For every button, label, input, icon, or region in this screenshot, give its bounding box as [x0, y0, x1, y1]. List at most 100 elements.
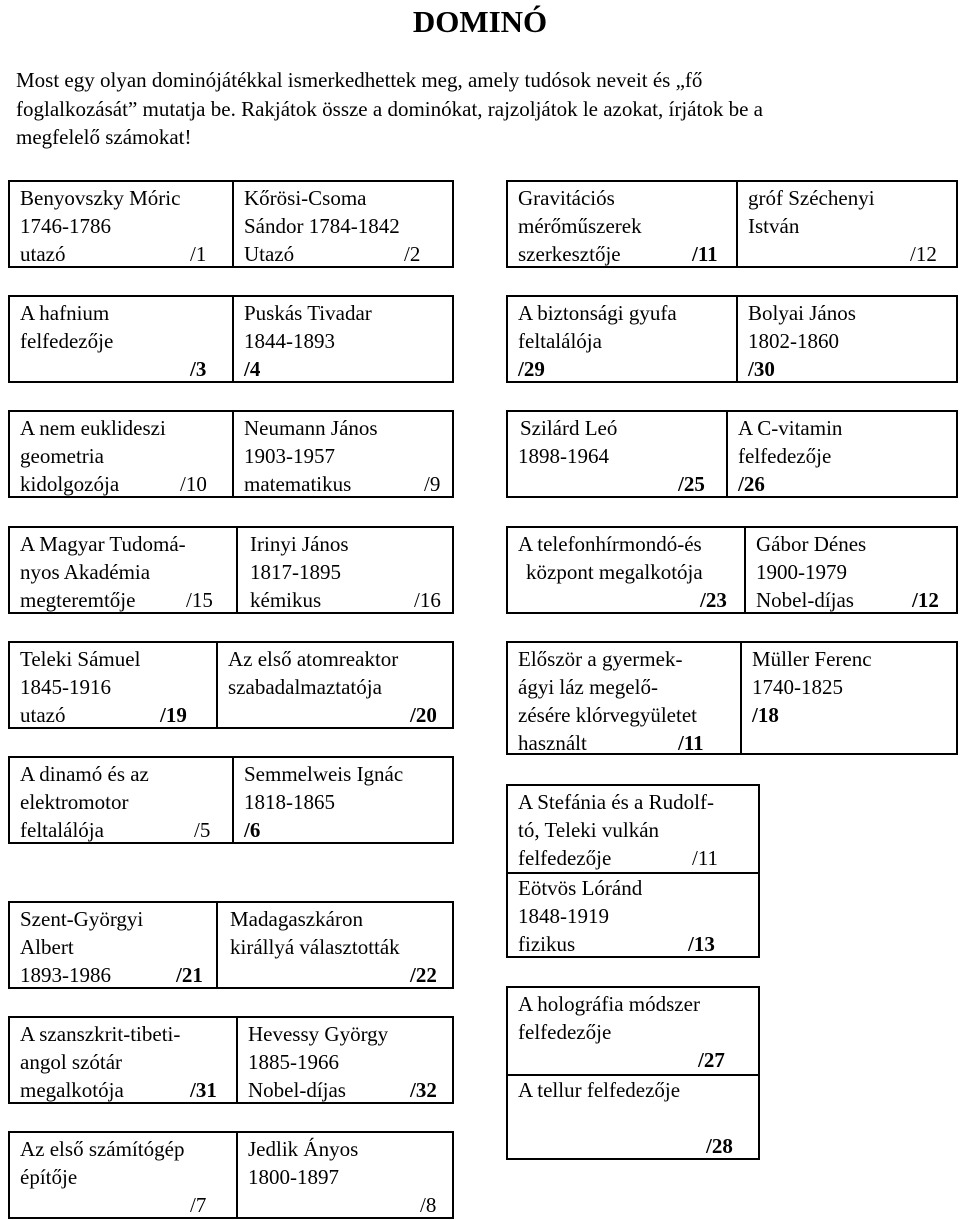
domino-text: Semmelweis Ignác: [244, 762, 404, 786]
domino-card: Teleki Sámuel 1845-1916 utazó /19 Az els…: [8, 641, 454, 729]
domino-text: 1903-1957: [244, 444, 335, 468]
domino-right-half: Eötvös Lóránd 1848-1919 fizikus /13: [508, 786, 758, 956]
domino-divider: [236, 1133, 238, 1217]
domino-text: mérőműszerek: [518, 214, 642, 238]
domino-text: Jedlik Ányos: [248, 1137, 359, 1161]
domino-card: Szilárd Leó 1898-1964 /25 A C-vitamin fe…: [506, 410, 958, 498]
domino-number: /12: [912, 588, 939, 612]
domino-divider: [236, 1018, 238, 1102]
domino-number: /7: [190, 1193, 207, 1217]
domino-text: A biztonsági gyufa: [518, 301, 677, 325]
domino-text: kémikus: [250, 588, 322, 612]
domino-right-half: A tellur felfedezője /28: [508, 988, 758, 1158]
domino-text: 1740-1825: [752, 675, 843, 699]
domino-text: Kőrösi-Csoma: [244, 186, 367, 210]
domino-right-half: Puskás Tivadar 1844-1893 /4: [234, 297, 454, 381]
domino-text: Utazó: [244, 242, 295, 266]
intro-line: megfelelő számokat!: [16, 125, 192, 149]
domino-text: fizikus: [518, 932, 576, 956]
domino-text: A telefonhírmondó-és: [518, 532, 702, 556]
domino-right-half: Semmelweis Ignác 1818-1865 /6: [234, 758, 454, 842]
domino-text: Müller Ferenc: [752, 647, 872, 671]
domino-card: A holográfia módszer felfedezője /27 A t…: [506, 986, 760, 1160]
domino-text: 1898-1964: [518, 444, 609, 468]
domino-text: Nobel-díjas: [248, 1078, 346, 1102]
domino-number: /4: [244, 357, 261, 381]
domino-card: A biztonsági gyufa feltalálója /29 Bolya…: [506, 295, 958, 383]
domino-divider: [726, 412, 728, 496]
domino-text: 1900-1979: [756, 560, 847, 584]
domino-number: /11: [692, 846, 719, 870]
domino-divider: [744, 528, 746, 612]
domino-text: A dinamó és az: [20, 762, 149, 786]
domino-right-half: Bolyai János 1802-1860 /30: [738, 297, 958, 381]
domino-text: Hevessy György: [248, 1022, 389, 1046]
domino-left-half: A Stefánia és a Rudolf- tó, Teleki vulká…: [508, 786, 758, 956]
domino-card: Gravitációs mérőműszerek szerkesztője /1…: [506, 180, 958, 268]
domino-number: /26: [738, 472, 765, 496]
domino-left-half: A nem euklideszi geometria kidolgozója /…: [10, 412, 232, 496]
domino-text: A Magyar Tudomá-: [20, 532, 186, 556]
domino-text: zésére klórvegyületet: [518, 703, 697, 727]
domino-card: Először a gyermek- ágyi láz megelő- zésé…: [506, 641, 958, 755]
domino-text: felfedezője: [20, 329, 114, 353]
domino-number: /2: [404, 242, 421, 266]
domino-text: szabadalmaztatója: [228, 675, 382, 699]
domino-text: Puskás Tivadar: [244, 301, 372, 325]
domino-number: /11: [692, 242, 718, 266]
domino-number: /27: [698, 1048, 725, 1072]
intro-line: Most egy olyan dominójátékkal ismerkedhe…: [16, 68, 703, 92]
domino-left-half: Az első számítógép építője /7: [10, 1133, 236, 1217]
domino-text: Teleki Sámuel: [20, 647, 141, 671]
domino-text: A hafnium: [20, 301, 110, 325]
domino-text: nyos Akadémia: [20, 560, 151, 584]
domino-right-half: Madagaszkáron királlyá választották /22: [218, 903, 454, 987]
domino-divider: [216, 903, 218, 987]
domino-text: 1848-1919: [518, 904, 609, 928]
domino-right-half: Neumann János 1903-1957 matematikus /9: [234, 412, 454, 496]
domino-text: felfedezője: [738, 444, 832, 468]
domino-left-half: Benyovszky Móric 1746-1786 utazó /1: [10, 182, 232, 266]
domino-left-half: Szent-Györgyi Albert 1893-1986 /21: [10, 903, 216, 987]
domino-card: A telefonhírmondó-és központ megalkotója…: [506, 526, 958, 614]
domino-right-half: A C-vitamin felfedezője /26: [728, 412, 958, 496]
domino-number: /19: [160, 703, 187, 727]
domino-number: /8: [420, 1193, 437, 1217]
domino-number: /16: [414, 588, 441, 612]
domino-left-half: A telefonhírmondó-és központ megalkotója…: [508, 528, 744, 612]
domino-text: Az első számítógép: [20, 1137, 185, 1161]
domino-text: angol szótár: [20, 1050, 123, 1074]
page-title: DOMINÓ: [412, 4, 548, 39]
domino-text: 1885-1966: [248, 1050, 339, 1074]
domino-divider: [232, 297, 234, 381]
domino-right-half: Gábor Dénes 1900-1979 Nobel-díjas /12: [746, 528, 958, 612]
domino-number: /30: [748, 357, 775, 381]
domino-divider: [508, 1074, 758, 1076]
domino-divider: [740, 643, 742, 753]
domino-text: Madagaszkáron: [230, 907, 363, 931]
domino-number: /15: [186, 588, 213, 612]
domino-text: elektromotor: [20, 790, 129, 814]
domino-text: szerkesztője: [518, 242, 621, 266]
domino-left-half: A szanszkrit-tibeti- angol szótár megalk…: [10, 1018, 236, 1102]
domino-left-half: A dinamó és az elektromotor feltalálója …: [10, 758, 232, 842]
domino-text: Sándor 1784-1842: [244, 214, 400, 238]
domino-text: utazó: [20, 703, 66, 727]
domino-card: A nem euklideszi geometria kidolgozója /…: [8, 410, 454, 498]
domino-right-half: Jedlik Ányos 1800-1897 /8: [238, 1133, 454, 1217]
domino-text: A szanszkrit-tibeti-: [20, 1022, 181, 1046]
domino-text: Szent-Györgyi: [20, 907, 144, 931]
domino-card: A dinamó és az elektromotor feltalálója …: [8, 756, 454, 844]
domino-text: kidolgozója: [20, 472, 120, 496]
domino-number: /13: [688, 932, 715, 956]
domino-text: Először a gyermek-: [518, 647, 683, 671]
domino-number: /25: [678, 472, 705, 496]
domino-text: felfedezője: [518, 846, 612, 870]
domino-text: Irinyi János: [250, 532, 349, 556]
domino-left-half: Először a gyermek- ágyi láz megelő- zésé…: [508, 643, 740, 755]
domino-left-half: Teleki Sámuel 1845-1916 utazó /19: [10, 643, 216, 727]
domino-left-half: A hafnium felfedezője /3: [10, 297, 232, 381]
domino-text: István: [748, 214, 800, 238]
domino-right-half: Kőrösi-Csoma Sándor 1784-1842 Utazó /2: [234, 182, 454, 266]
domino-card: Az első számítógép építője /7 Jedlik Ány…: [8, 1131, 454, 1219]
